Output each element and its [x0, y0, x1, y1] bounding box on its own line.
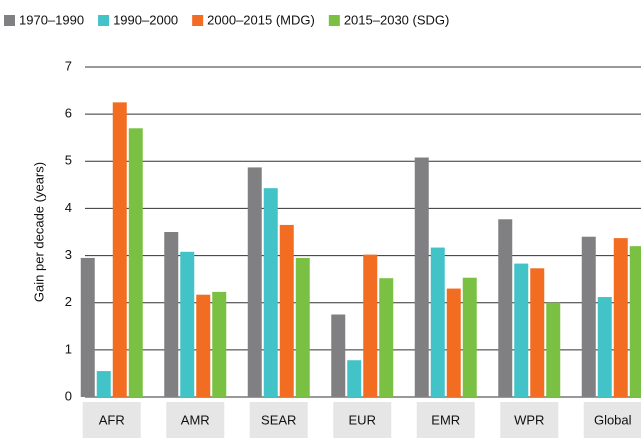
bar: [546, 302, 561, 397]
x-tick-label: WPR: [514, 412, 544, 427]
bar: [212, 291, 227, 397]
category-box: [333, 402, 392, 438]
bar: [414, 157, 429, 397]
bar: [597, 297, 612, 397]
x-tick-label: EMR: [431, 412, 460, 427]
y-tick-label: 2: [65, 294, 72, 309]
legend-label: 1990–2000: [113, 12, 178, 27]
legend-swatch: [192, 15, 204, 26]
y-tick-label: 7: [65, 58, 72, 73]
bar: [347, 360, 362, 397]
legend-label: 2015–2030 (SDG): [344, 12, 450, 27]
bar: [128, 128, 143, 398]
legend-label: 2000–2015 (MDG): [207, 12, 315, 27]
x-tick-label: AFR: [99, 412, 125, 427]
legend-swatch: [98, 15, 110, 26]
category-box: [82, 402, 141, 438]
bar: [331, 314, 346, 397]
category-box: [500, 402, 559, 438]
y-tick-label: 0: [65, 388, 72, 403]
y-tick-label: 6: [65, 106, 72, 121]
legend-label: 1970–1990: [19, 12, 84, 27]
bar: [80, 257, 95, 397]
category-box: [583, 402, 641, 438]
x-tick-label: EUR: [349, 412, 376, 427]
bar: [263, 188, 278, 397]
legend-swatch: [328, 15, 340, 26]
category-box: [416, 402, 475, 438]
x-tick-label: Global: [594, 412, 632, 427]
category-box: [166, 402, 225, 438]
bar: [613, 238, 628, 397]
bar: [112, 102, 127, 397]
bar: [530, 268, 545, 397]
y-tick-label: 5: [65, 153, 72, 168]
bar: [514, 263, 529, 397]
bar: [363, 254, 378, 397]
y-tick-label: 4: [65, 200, 72, 215]
bar: [498, 219, 513, 397]
bar: [629, 246, 641, 397]
bar: [581, 236, 596, 397]
bar: [247, 167, 262, 397]
y-tick-label: 1: [65, 341, 72, 356]
bar: [96, 371, 111, 397]
x-tick-label: AMR: [181, 412, 210, 427]
bar: [295, 257, 310, 397]
bar: [180, 251, 195, 397]
x-tick-label: SEAR: [261, 412, 296, 427]
bar: [462, 277, 477, 397]
bar: [379, 278, 394, 397]
bar: [430, 247, 445, 397]
bar: [446, 288, 461, 397]
bar: [279, 224, 294, 397]
y-axis-label: Gain per decade (years): [31, 162, 46, 302]
legend-swatch: [4, 15, 15, 26]
bar: [196, 294, 211, 397]
category-box: [249, 402, 308, 438]
y-tick-label: 3: [65, 247, 72, 262]
bar: [164, 232, 179, 397]
